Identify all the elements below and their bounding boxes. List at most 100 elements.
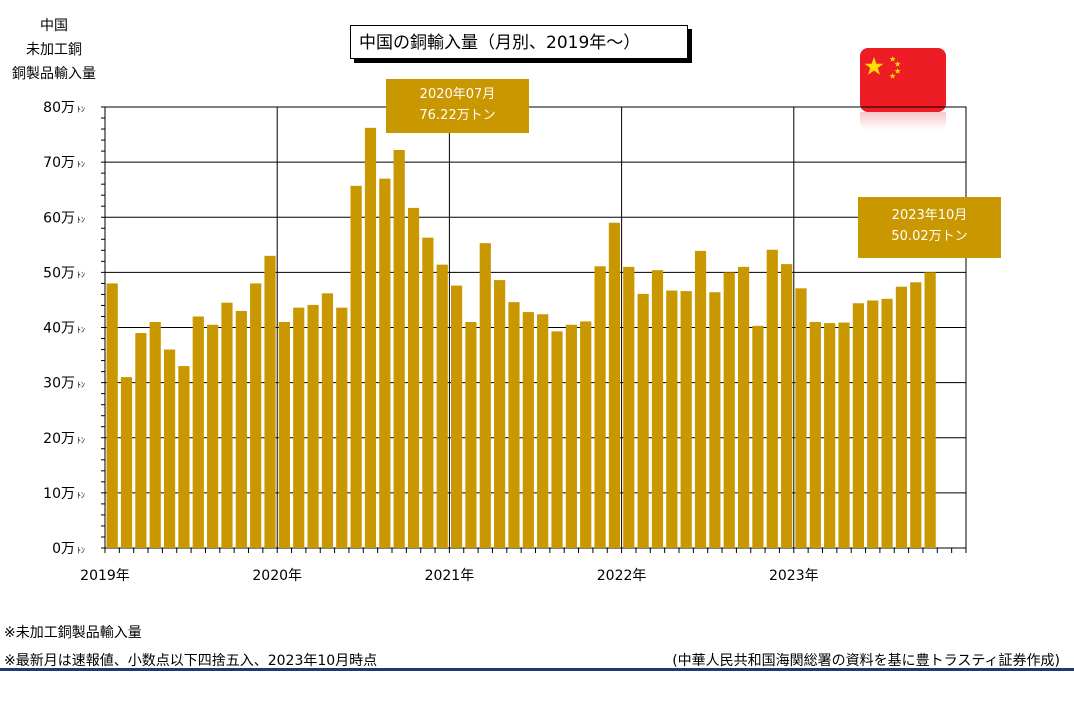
y-tick-unit: ﾄﾝ bbox=[77, 160, 85, 169]
bar bbox=[494, 280, 506, 548]
bar bbox=[867, 300, 879, 548]
y-tick-unit: ﾄﾝ bbox=[77, 270, 85, 279]
flag-small-star bbox=[894, 60, 901, 67]
latest-callout-value: 50.02万トン bbox=[891, 229, 968, 244]
x-tick-label: 2023年 bbox=[769, 568, 819, 584]
flag-small-star bbox=[889, 72, 896, 79]
y-tick-label: 40万 bbox=[43, 321, 75, 337]
bar bbox=[580, 321, 592, 548]
bar bbox=[422, 237, 434, 549]
y-tick-unit: ﾄﾝ bbox=[77, 436, 85, 445]
bar bbox=[221, 302, 233, 548]
bar bbox=[910, 282, 922, 548]
y-axis-title-line: 中国 bbox=[40, 18, 68, 34]
y-tick-unit: ﾄﾝ bbox=[77, 491, 85, 500]
bar bbox=[766, 249, 778, 548]
bar bbox=[594, 266, 606, 548]
bar bbox=[895, 286, 908, 548]
bar bbox=[637, 293, 649, 548]
bar bbox=[881, 298, 893, 548]
bar bbox=[393, 149, 405, 548]
x-tick-label: 2020年 bbox=[252, 568, 302, 584]
bar bbox=[694, 250, 707, 548]
y-tick-label: 80万 bbox=[43, 100, 75, 116]
china-flag-graphic bbox=[864, 55, 901, 79]
bar bbox=[852, 303, 864, 548]
bar bbox=[809, 321, 821, 548]
x-tick-label: 2022年 bbox=[597, 568, 647, 584]
peak-callout-value: 76.22万トン bbox=[419, 108, 496, 123]
source-note: (中華人民共和国海関総署の資料を基に豊トラスティ証券作成) bbox=[672, 653, 1060, 669]
bar bbox=[522, 312, 534, 548]
bar bbox=[623, 266, 635, 548]
y-tick-unit: ﾄﾝ bbox=[77, 546, 85, 555]
bar bbox=[178, 366, 190, 548]
bar bbox=[709, 292, 721, 548]
bar bbox=[293, 307, 305, 548]
chart-title: 中国の銅輸入量（月別、2019年～） bbox=[350, 25, 688, 59]
y-tick-label: 50万 bbox=[43, 265, 75, 281]
x-tick-label: 2019年 bbox=[80, 568, 130, 584]
bar bbox=[207, 324, 219, 548]
peak-callout: 2020年07月 76.22万トン bbox=[386, 79, 529, 133]
flag-small-star bbox=[889, 55, 896, 62]
bar bbox=[450, 285, 463, 548]
y-tick-unit: ﾄﾝ bbox=[77, 215, 85, 224]
y-tick-label: 0万 bbox=[52, 541, 75, 557]
bar bbox=[307, 304, 319, 548]
china-flag-icon bbox=[860, 48, 946, 112]
bar bbox=[508, 302, 520, 548]
bar bbox=[135, 333, 147, 548]
bar bbox=[838, 322, 850, 548]
y-tick-label: 30万 bbox=[43, 376, 75, 392]
bar bbox=[680, 291, 692, 548]
bar bbox=[551, 331, 563, 548]
bar bbox=[666, 290, 678, 548]
bar bbox=[364, 127, 377, 548]
bar bbox=[235, 310, 247, 548]
bar bbox=[192, 316, 204, 548]
flag-reflection bbox=[860, 112, 946, 130]
y-tick-label: 10万 bbox=[43, 486, 75, 502]
bar bbox=[407, 207, 420, 548]
bar bbox=[350, 185, 362, 549]
flag-small-star bbox=[894, 67, 901, 74]
bar bbox=[752, 325, 764, 548]
bar bbox=[379, 178, 391, 548]
bar bbox=[537, 314, 549, 548]
bar bbox=[465, 321, 477, 548]
bar bbox=[436, 264, 448, 548]
bottom-rule bbox=[0, 668, 1074, 671]
y-tick-label: 20万 bbox=[43, 431, 75, 447]
latest-callout: 2023年10月 50.02万トン bbox=[858, 197, 1001, 258]
bar bbox=[278, 321, 290, 548]
y-tick-unit: ﾄﾝ bbox=[77, 105, 85, 114]
y-tick-label: 60万 bbox=[43, 210, 75, 226]
y-axis-title: 中国 未加工銅 銅製品輸入量 bbox=[4, 14, 104, 86]
bar bbox=[824, 323, 836, 548]
flag-big-star bbox=[864, 57, 884, 75]
bar bbox=[737, 266, 750, 548]
bar bbox=[149, 321, 161, 548]
bar bbox=[723, 272, 735, 548]
bar bbox=[608, 222, 621, 548]
bar bbox=[120, 377, 133, 548]
footnote-preliminary: ※最新月は速報値、小数点以下四捨五入、2023年10月時点 bbox=[4, 653, 378, 669]
bar bbox=[163, 349, 176, 548]
footnote-product: ※未加工銅製品輸入量 bbox=[4, 625, 142, 641]
bar bbox=[924, 272, 936, 548]
y-axis-title-line: 未加工銅 bbox=[26, 42, 82, 58]
y-tick-unit: ﾄﾝ bbox=[77, 381, 85, 390]
bar bbox=[321, 293, 334, 548]
y-tick-label: 70万 bbox=[43, 155, 75, 171]
bar bbox=[565, 324, 577, 548]
bar bbox=[336, 307, 348, 548]
bar bbox=[651, 270, 664, 548]
bar bbox=[250, 283, 262, 548]
latest-callout-date: 2023年10月 bbox=[891, 208, 968, 223]
y-tick-unit: ﾄﾝ bbox=[77, 326, 85, 335]
y-axis-title-line: 銅製品輸入量 bbox=[12, 66, 96, 82]
bar bbox=[795, 288, 807, 548]
bar bbox=[106, 283, 118, 548]
